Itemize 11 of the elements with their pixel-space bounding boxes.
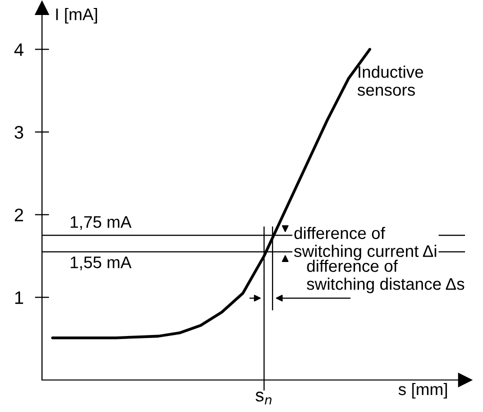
y-tick-label: 2 xyxy=(14,208,24,222)
x-axis-title: s [mm] xyxy=(398,382,447,399)
annotation: difference of switching distance Δs xyxy=(306,260,464,294)
y-tick-label: 3 xyxy=(14,126,24,139)
ref-line-label: 1,75 mA xyxy=(70,216,132,230)
x-tick-label: s$_{n}$ xyxy=(256,392,272,404)
y-tick-label: 1 xyxy=(15,291,24,304)
annotation: Inductive sensors xyxy=(358,66,424,96)
y-axis-title: I [mA] xyxy=(56,8,98,24)
ref-line-label: 1,55 mA xyxy=(70,256,132,270)
y-tick-label: 4 xyxy=(14,43,24,56)
